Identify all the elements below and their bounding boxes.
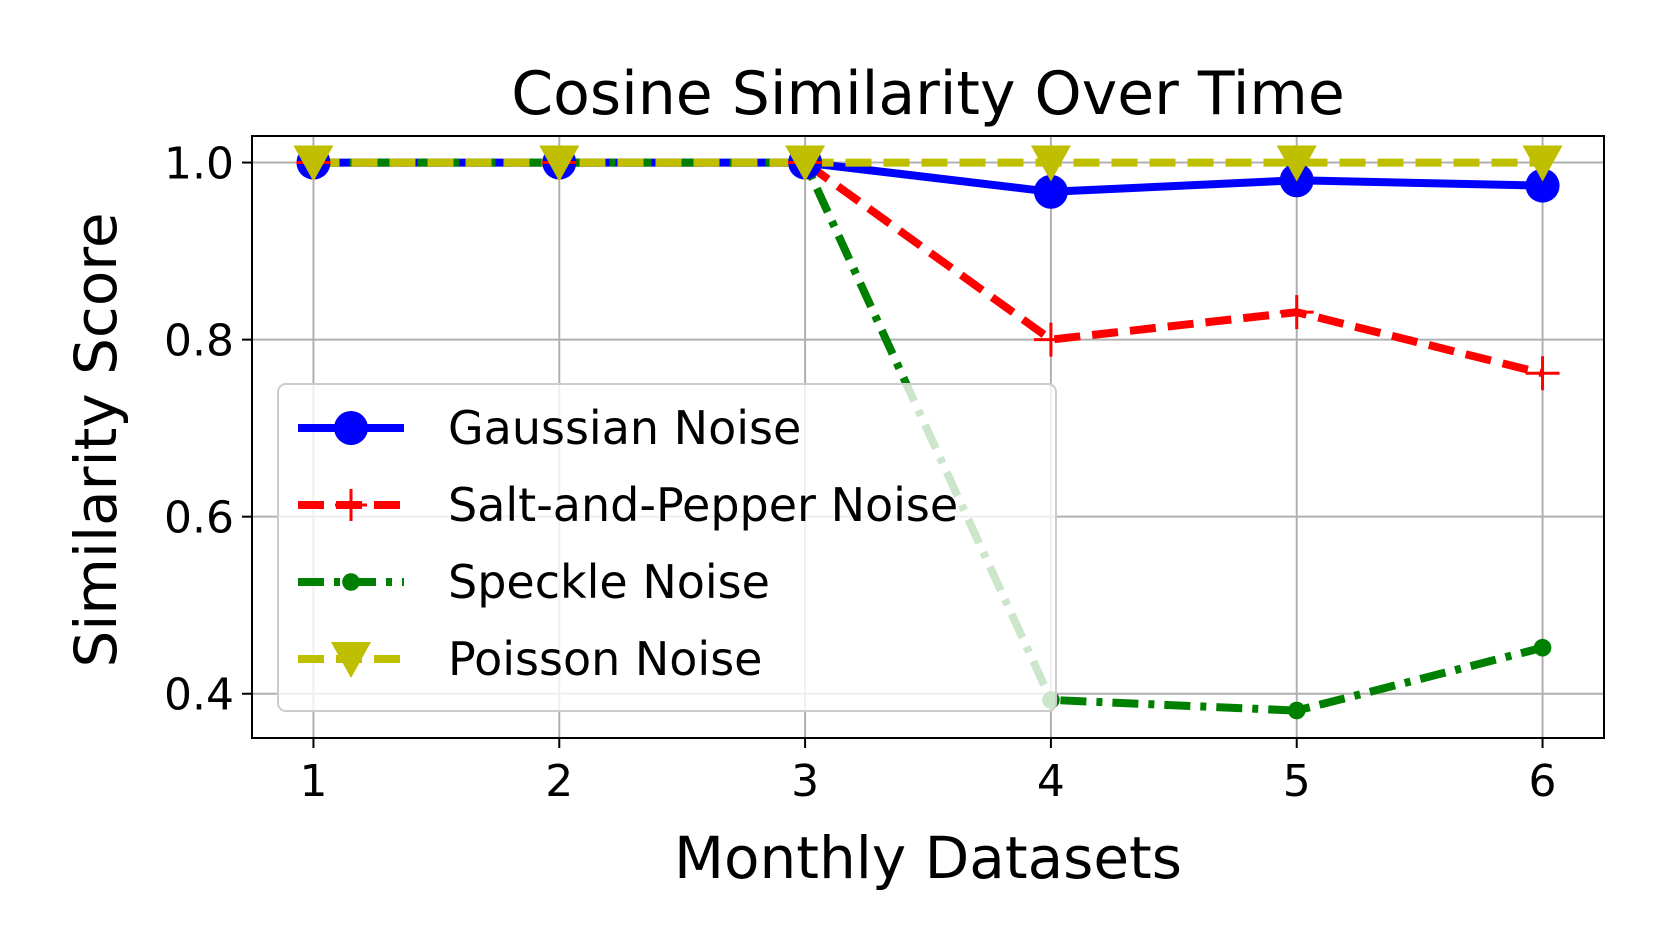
legend-label-3: Poisson Noise [448,632,762,686]
y-tick-label: 0.4 [164,670,234,721]
series-1-point-5 [1525,356,1560,391]
series-3-point-4 [1276,145,1317,182]
legend: Gaussian Noise Salt-and-Pepper Noise Speck… [277,383,1057,712]
x-axis-label: Monthly Datasets [674,824,1182,892]
x-tick-label: 4 [1037,756,1065,807]
chart-title: Cosine Similarity Over Time [511,59,1345,129]
series-0-point-5 [1525,168,1560,203]
y-tick-label: 1.0 [164,139,234,190]
series-3-point-1 [539,145,580,182]
legend-marker-1 [335,489,367,521]
series-2-point-4 [1287,701,1306,720]
y-tick-label: 0.6 [164,493,234,544]
series-1-point-4 [1279,295,1314,330]
series-1-point-3 [1033,322,1068,357]
legend-label-1: Salt-and-Pepper Noise [448,478,958,532]
y-axis-ticks: 0.4 0.6 0.8 1.0 [164,139,252,721]
x-tick-label: 3 [791,756,819,807]
legend-box [277,383,1057,712]
x-tick-label: 6 [1529,756,1557,807]
series-3-point-5 [1522,145,1563,182]
series-2-point-5 [1533,638,1552,657]
x-axis-ticks: 1 2 3 4 5 6 [299,738,1557,807]
legend-marker-0 [334,411,368,445]
legend-label-2: Speckle Noise [448,555,770,609]
series-3-point-0 [293,145,334,182]
plot-frame [251,135,1605,739]
y-tick-label: 0.8 [164,316,234,367]
x-tick-label: 1 [299,756,327,807]
x-tick-label: 5 [1283,756,1311,807]
legend-marker-2 [342,573,360,591]
legend-label-0: Gaussian Noise [448,401,801,455]
x-tick-label: 2 [545,756,573,807]
legend-marker-3 [331,642,371,678]
series-3-point-3 [1030,145,1071,182]
series-0-point-3 [1033,174,1068,209]
series-3-point-2 [785,145,826,182]
y-axis-label: Similarity Score [62,212,130,667]
series-markers [293,145,1563,720]
